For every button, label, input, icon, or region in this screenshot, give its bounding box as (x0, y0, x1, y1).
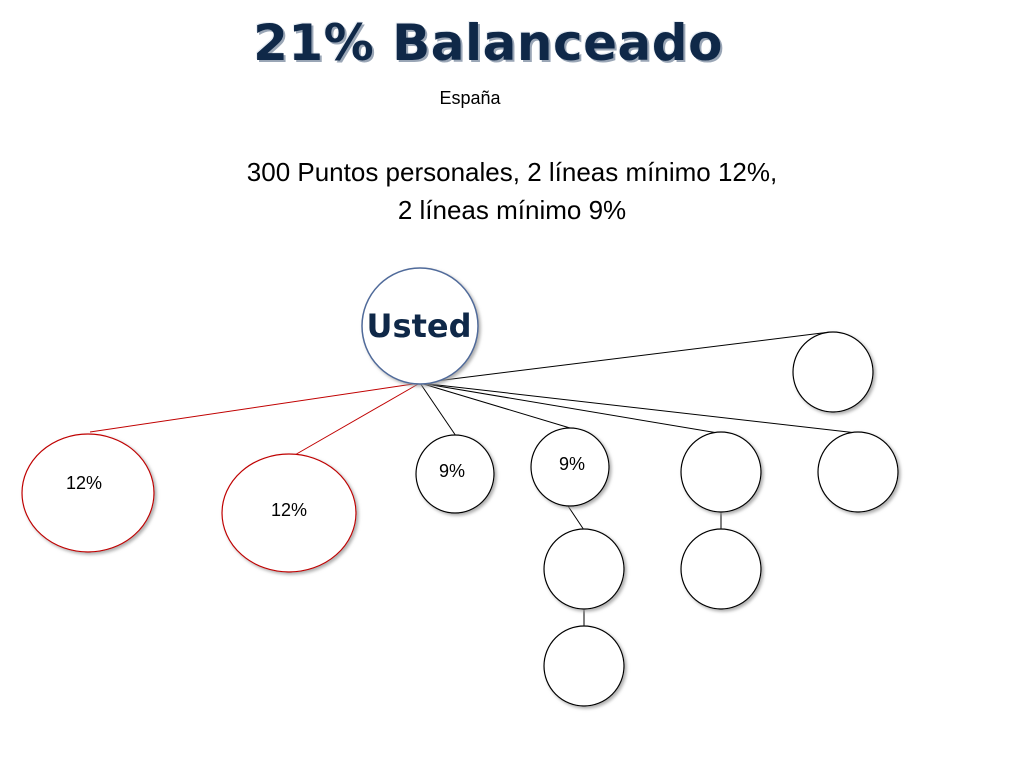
root-node-label: Usted (367, 307, 472, 345)
connector-9b-to-sub-1 (567, 505, 585, 531)
leg-empty-top-circle (792, 331, 874, 413)
connector-to-leg-12-b (292, 382, 421, 457)
leg-empty-a-node[interactable] (680, 431, 762, 513)
connector-to-leg-12-a (89, 382, 421, 433)
sub-9b-1-node[interactable] (543, 528, 625, 610)
root-node[interactable]: Usted (361, 267, 479, 385)
sub-9b-1-circle (543, 528, 625, 610)
sub-9b-2-circle (543, 625, 625, 707)
leg-empty-top-node[interactable] (792, 331, 874, 413)
connector-to-leg-empty-a (419, 382, 719, 434)
page-subtitle: España (439, 88, 501, 108)
requirements-headline: 300 Puntos personales, 2 líneas mínimo 1… (0, 153, 1024, 229)
sub-empty-a-1-circle (680, 528, 762, 610)
page-title: 21% Balanceado (253, 14, 723, 72)
leg-12-b-circle (221, 453, 357, 573)
sub-9b-2-node[interactable] (543, 625, 625, 707)
leg-9-b-label: 9% (559, 454, 585, 474)
leg-empty-b-node[interactable] (817, 431, 899, 513)
leg-12-b-node[interactable]: 12% (221, 453, 357, 573)
root-node-circle (361, 267, 479, 385)
leg-9-a-label: 9% (439, 461, 465, 481)
leg-12-a-node[interactable]: 12% (21, 433, 155, 553)
connector-to-leg-empty-b (419, 382, 858, 434)
connector-to-leg-9-b (419, 382, 571, 429)
leg-12-a-circle (21, 433, 155, 553)
leg-empty-b-circle (817, 431, 899, 513)
leg-9-b-circle (530, 427, 610, 507)
leg-empty-a-circle (680, 431, 762, 513)
leg-9-a-node[interactable]: 9% (415, 434, 495, 514)
requirements-line-1: 300 Puntos personales, 2 líneas mínimo 1… (246, 157, 778, 187)
connector-to-leg-empty-top (419, 331, 831, 384)
leg-12-a-label: 12% (66, 473, 102, 493)
leg-12-b-label: 12% (271, 500, 307, 520)
sub-empty-a-1-node[interactable] (680, 528, 762, 610)
leg-9-a-circle (415, 434, 495, 514)
connector-to-leg-9-a (419, 382, 457, 437)
connector-lines (89, 331, 858, 627)
leg-9-b-node[interactable]: 9% (530, 427, 610, 507)
requirements-line-2: 2 líneas mínimo 9% (397, 195, 627, 225)
